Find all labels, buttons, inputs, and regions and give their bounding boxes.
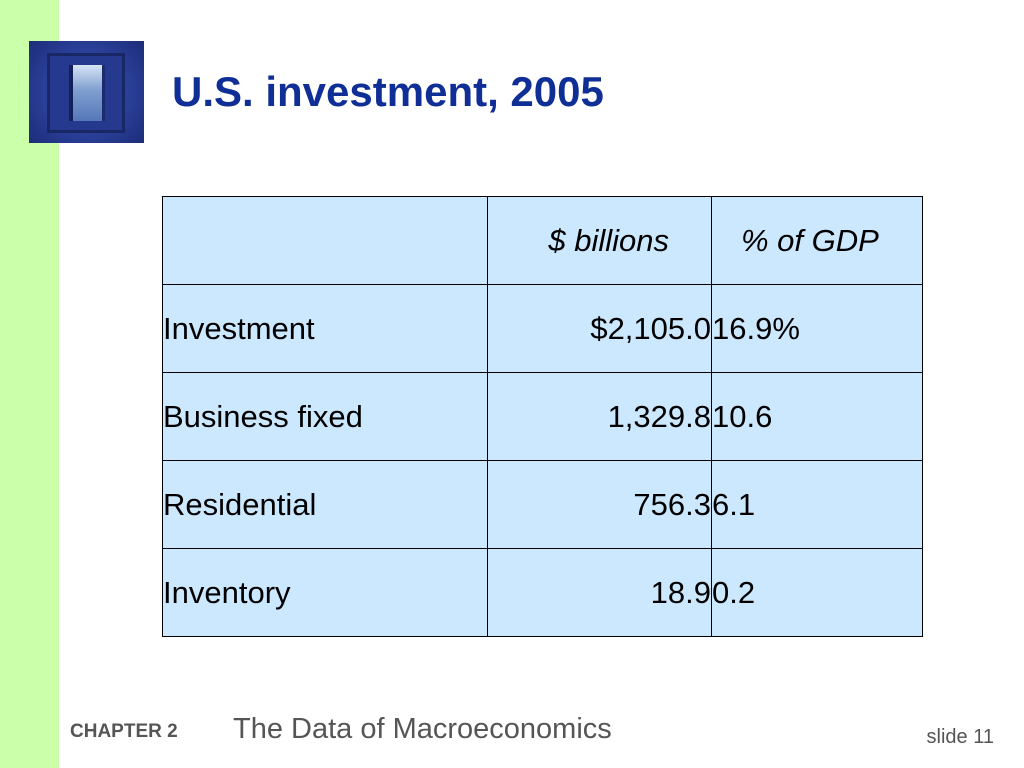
- table-row-business-fixed: Business fixed 1,329.8 10.6: [162, 372, 923, 461]
- table-row-residential: Residential 756.3 6.1: [162, 460, 923, 549]
- row-label: Residential: [162, 460, 488, 549]
- row-billions: 756.3: [487, 460, 712, 549]
- row-pct-gdp: 16.9%: [711, 284, 923, 373]
- slide-title: U.S. investment, 2005: [172, 68, 604, 115]
- row-billions: $2,105.0: [487, 284, 712, 373]
- row-label: Business fixed: [162, 372, 488, 461]
- row-pct-gdp: 6.1: [711, 460, 923, 549]
- table-header-pct-gdp: % of GDP: [711, 196, 923, 285]
- table-header-row: $ billions % of GDP: [162, 196, 923, 285]
- chapter-title: The Data of Macroeconomics: [233, 713, 612, 745]
- logo-window: [69, 65, 105, 121]
- row-label: Inventory: [162, 548, 488, 637]
- table-row-investment: Investment $2,105.0 16.9%: [162, 284, 923, 373]
- window-logo-image: [29, 41, 144, 143]
- row-pct-gdp: 0.2: [711, 548, 923, 637]
- row-label: Investment: [162, 284, 488, 373]
- chapter-label: CHAPTER 2: [70, 721, 178, 742]
- row-billions: 18.9: [487, 548, 712, 637]
- table-header-billions: $ billions: [487, 196, 712, 285]
- slide-number: slide 11: [926, 726, 994, 748]
- table-header-empty: [162, 196, 488, 285]
- table-row-inventory: Inventory 18.9 0.2: [162, 548, 923, 637]
- row-billions: 1,329.8: [487, 372, 712, 461]
- investment-table: $ billions % of GDP Investment $2,105.0 …: [162, 196, 923, 637]
- row-pct-gdp: 10.6: [711, 372, 923, 461]
